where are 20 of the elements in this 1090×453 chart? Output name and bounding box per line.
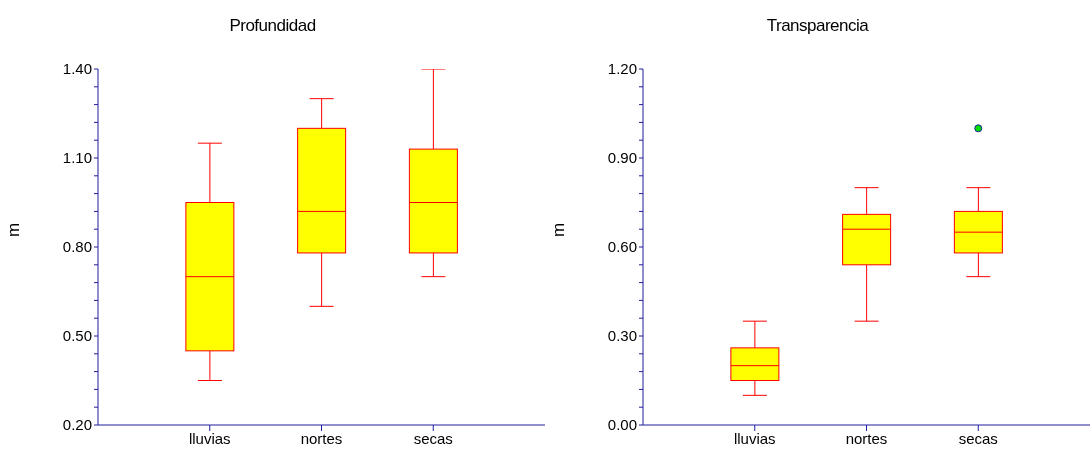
x-tick-label: secas — [413, 429, 453, 447]
y-tick-label: 0.00 — [607, 416, 637, 434]
y-tick-label: 1.40 — [62, 60, 92, 78]
y-tick-label: 1.10 — [62, 149, 92, 167]
y-tick-label: 0.20 — [62, 416, 92, 434]
x-tick-label: nortes — [300, 429, 343, 447]
y-tick-label: 0.80 — [62, 238, 92, 256]
y-axis-title: m — [4, 222, 24, 237]
y-tick-label: 0.60 — [607, 238, 637, 256]
x-tick-label: lluvias — [733, 429, 776, 447]
x-tick-label: nortes — [845, 429, 888, 447]
chart-title: Profundidad — [228, 16, 317, 36]
x-tick-label: lluvias — [188, 429, 231, 447]
x-tick-label: secas — [958, 429, 998, 447]
y-tick-label: 0.90 — [607, 149, 637, 167]
chart-title: Transparencia — [765, 16, 870, 36]
y-tick-label: 1.20 — [607, 60, 637, 78]
y-tick-label: 0.50 — [62, 327, 92, 345]
y-axis-title: m — [549, 222, 569, 237]
y-tick-label: 0.30 — [607, 327, 637, 345]
